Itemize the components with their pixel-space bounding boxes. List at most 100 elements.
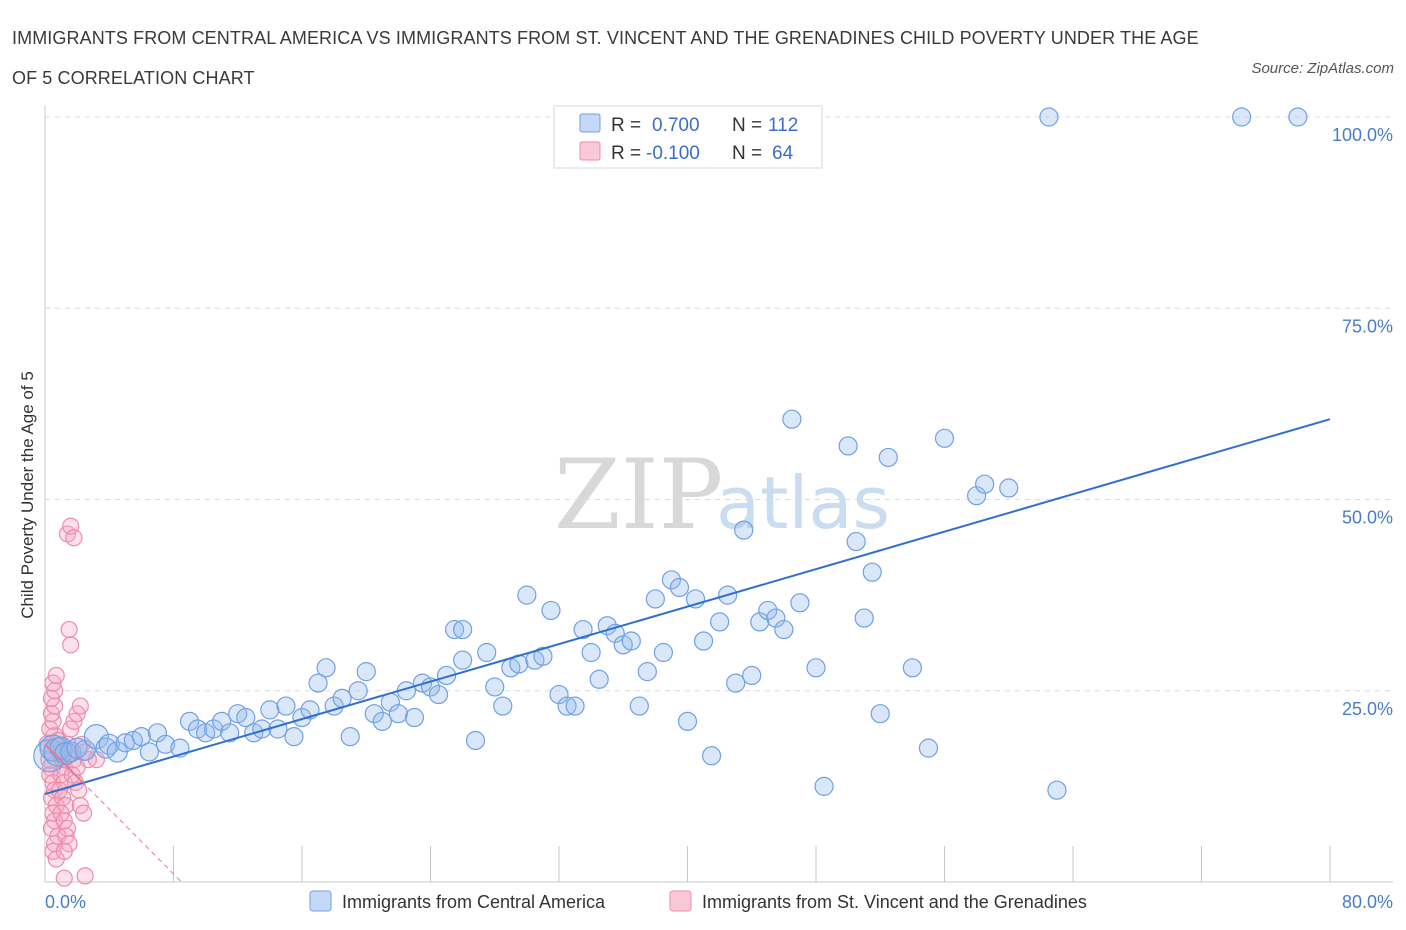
point-st-vincent-52 xyxy=(62,636,80,654)
point-central-america-15 xyxy=(139,742,160,762)
point-central-america-47 xyxy=(404,707,425,728)
point-central-america-95 xyxy=(790,593,810,613)
point-st-vincent-60 xyxy=(74,804,93,822)
series-legend-label-1: Immigrants from Central America xyxy=(342,892,606,912)
series-legend-swatch-blue xyxy=(309,890,332,912)
point-central-america-68 xyxy=(573,619,593,640)
legend-r-label-1: R = xyxy=(611,115,641,136)
point-st-vincent-62 xyxy=(76,867,94,885)
legend-n-value-2: 64 xyxy=(772,143,794,164)
point-central-america-98 xyxy=(838,436,858,456)
point-central-america-71 xyxy=(597,616,617,636)
point-central-america-97 xyxy=(814,776,834,796)
point-central-america-102 xyxy=(870,704,890,724)
trend-lines xyxy=(44,418,1331,883)
point-st-vincent-51 xyxy=(60,620,78,639)
point-central-america-67 xyxy=(565,696,585,716)
point-central-america-19 xyxy=(179,711,200,731)
point-st-vincent-61 xyxy=(55,869,73,887)
point-central-america-52 xyxy=(444,619,465,640)
point-central-america-56 xyxy=(477,642,497,663)
point-central-america-100 xyxy=(862,562,882,582)
x-tick-min: 0.0% xyxy=(45,892,86,912)
point-central-america-70 xyxy=(589,669,609,689)
legend-swatch-pink xyxy=(579,141,601,161)
point-central-america-6 xyxy=(66,737,88,759)
point-central-america-58 xyxy=(493,696,513,716)
point-central-america-110 xyxy=(1039,107,1059,127)
y-tick-labels: 25.0% 50.0% 75.0% 100.0% xyxy=(1332,125,1393,719)
point-central-america-40 xyxy=(348,681,368,701)
legend-n-value-1: 112 xyxy=(768,115,798,136)
legend-r-label-2: R = xyxy=(611,143,641,164)
point-central-america-90 xyxy=(750,612,770,632)
series-legend: Immigrants from Central America Immigran… xyxy=(309,890,1087,912)
legend-r-value-1: 0.700 xyxy=(652,115,700,136)
point-central-america-94 xyxy=(782,409,802,429)
legend-swatch-blue xyxy=(579,113,601,133)
x-tick-max: 80.0% xyxy=(1342,892,1393,912)
point-central-america-79 xyxy=(661,570,682,590)
legend-n-label-2: N = xyxy=(732,143,762,164)
point-central-america-99 xyxy=(846,531,866,552)
point-central-america-54 xyxy=(453,650,473,670)
trend-line-st-vincent xyxy=(44,743,83,783)
point-central-america-78 xyxy=(653,642,674,663)
point-central-america-84 xyxy=(701,746,722,766)
point-central-america-50 xyxy=(428,684,449,705)
point-central-america-77 xyxy=(645,589,665,609)
series-legend-label-2: Immigrants from St. Vincent and the Gren… xyxy=(702,892,1087,912)
point-central-america-22 xyxy=(204,719,224,739)
y-tick-label-1: 50.0% xyxy=(1342,508,1393,528)
point-central-america-91 xyxy=(758,600,778,621)
point-central-america-103 xyxy=(878,447,898,468)
point-central-america-16 xyxy=(147,723,168,743)
point-central-america-32 xyxy=(284,727,304,747)
point-central-america-113 xyxy=(1288,107,1308,127)
source-label: Source: ZipAtlas.com xyxy=(1251,60,1394,77)
point-central-america-96 xyxy=(806,658,826,678)
trend-line-st-vincent-extension xyxy=(81,781,182,883)
y-tick-label-0: 25.0% xyxy=(1342,699,1393,719)
point-central-america-55 xyxy=(465,730,486,751)
correlation-legend: R = 0.700 N = 112 R = -0.100 N = 64 xyxy=(553,105,823,169)
watermark-zip: ZIP xyxy=(554,439,723,551)
point-central-america-85 xyxy=(710,612,730,632)
point-central-america-108 xyxy=(975,474,995,494)
point-central-america-45 xyxy=(388,704,408,724)
point-central-america-92 xyxy=(766,608,786,628)
point-central-america-35 xyxy=(308,673,328,693)
point-central-america-33 xyxy=(292,707,312,728)
series-legend-swatch-pink xyxy=(669,890,692,912)
point-central-america-83 xyxy=(693,631,714,651)
point-central-america-61 xyxy=(517,585,537,605)
point-central-america-1 xyxy=(39,734,67,762)
y-tick-label-2: 75.0% xyxy=(1342,316,1393,336)
point-central-america-14 xyxy=(131,727,151,747)
chart-title: IMMIGRANTS FROM CENTRAL AMERICA VS IMMIG… xyxy=(12,28,1199,88)
point-central-america-23 xyxy=(212,711,232,731)
series-central-america-points xyxy=(33,107,1308,800)
point-central-america-36 xyxy=(316,658,336,678)
point-st-vincent-50 xyxy=(71,697,89,715)
point-central-america-17 xyxy=(155,734,176,754)
point-central-america-39 xyxy=(340,727,360,747)
point-central-america-105 xyxy=(918,738,939,758)
point-central-america-80 xyxy=(669,577,690,598)
point-central-america-31 xyxy=(276,696,296,716)
point-central-america-89 xyxy=(742,665,762,686)
point-central-america-87 xyxy=(726,673,746,693)
trend-line-central-america xyxy=(44,418,1331,795)
watermark: ZIP atlas xyxy=(554,439,890,551)
point-st-vincent-39 xyxy=(55,842,73,861)
grid-lines xyxy=(45,116,1393,692)
legend-r-value-2: -0.100 xyxy=(646,143,700,164)
point-central-america-107 xyxy=(967,486,987,506)
series-st-vincent-points xyxy=(38,517,106,887)
watermark-atlas: atlas xyxy=(716,461,890,545)
point-central-america-29 xyxy=(260,700,280,720)
point-central-america-104 xyxy=(902,658,922,678)
point-central-america-74 xyxy=(621,631,641,651)
point-central-america-9 xyxy=(95,737,117,759)
